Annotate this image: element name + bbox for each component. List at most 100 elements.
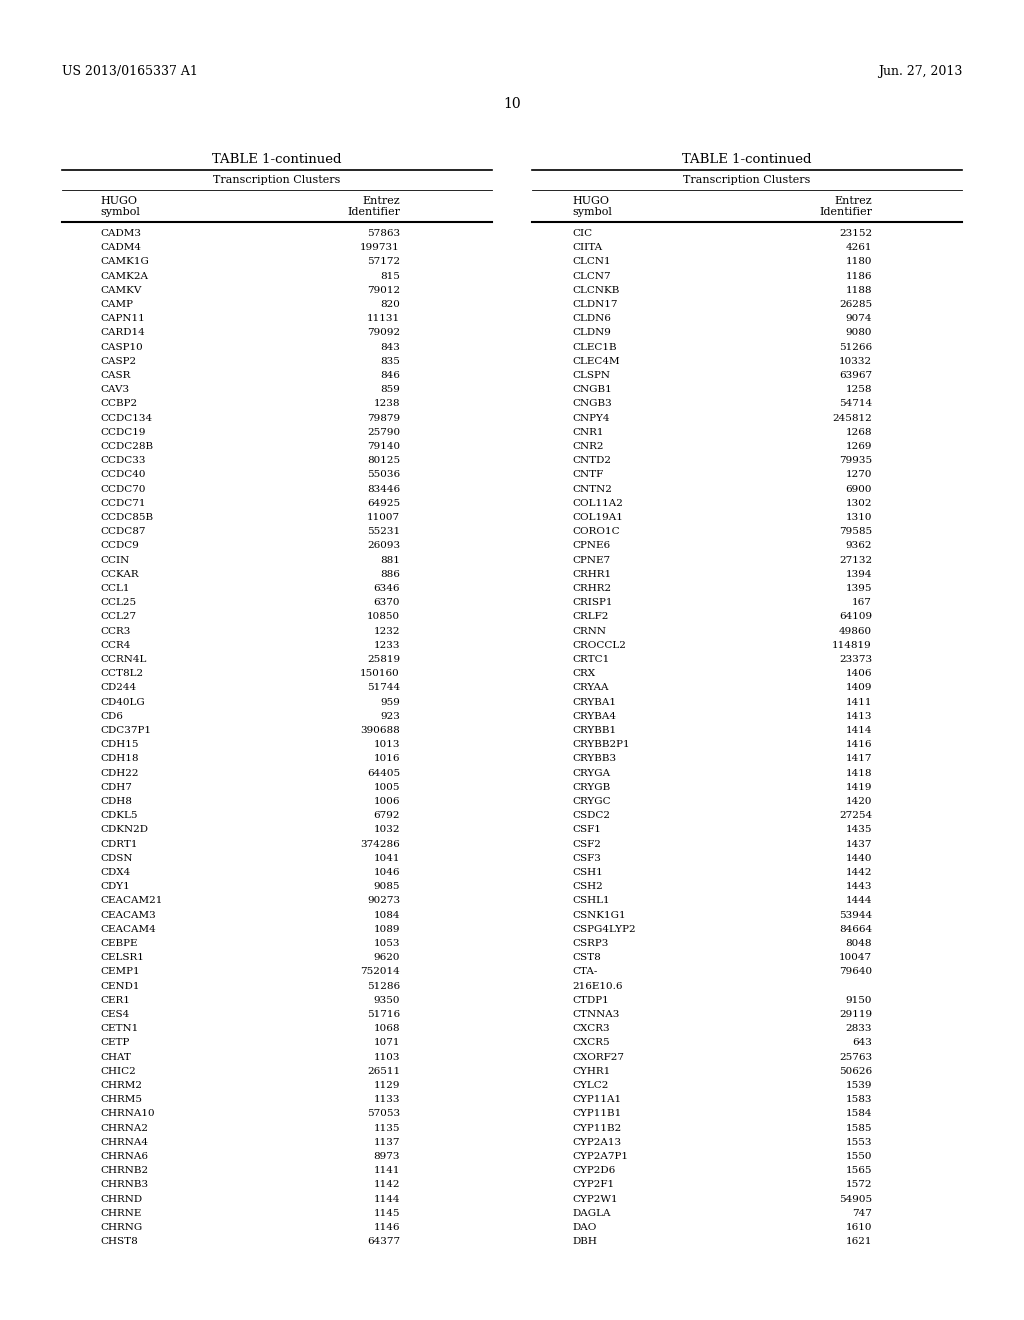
Text: CTNNA3: CTNNA3 bbox=[572, 1010, 620, 1019]
Text: 1409: 1409 bbox=[846, 684, 872, 693]
Text: DAO: DAO bbox=[572, 1224, 596, 1232]
Text: CHRNE: CHRNE bbox=[100, 1209, 141, 1218]
Text: CHRM5: CHRM5 bbox=[100, 1096, 142, 1105]
Text: CER1: CER1 bbox=[100, 995, 130, 1005]
Text: CRYGA: CRYGA bbox=[572, 768, 610, 777]
Text: CDSN: CDSN bbox=[100, 854, 132, 863]
Text: 1046: 1046 bbox=[374, 869, 400, 876]
Text: CXCR5: CXCR5 bbox=[572, 1039, 609, 1047]
Text: 216E10.6: 216E10.6 bbox=[572, 982, 623, 990]
Text: 1394: 1394 bbox=[846, 570, 872, 578]
Text: TABLE 1-continued: TABLE 1-continued bbox=[212, 153, 342, 166]
Text: Jun. 27, 2013: Jun. 27, 2013 bbox=[878, 65, 962, 78]
Text: CYP11B2: CYP11B2 bbox=[572, 1123, 622, 1133]
Text: 6370: 6370 bbox=[374, 598, 400, 607]
Text: 64925: 64925 bbox=[367, 499, 400, 508]
Text: 9150: 9150 bbox=[846, 995, 872, 1005]
Text: 10: 10 bbox=[503, 96, 521, 111]
Text: CRYBB3: CRYBB3 bbox=[572, 755, 616, 763]
Text: CD6: CD6 bbox=[100, 711, 123, 721]
Text: 79935: 79935 bbox=[839, 457, 872, 465]
Text: 1583: 1583 bbox=[846, 1096, 872, 1105]
Text: CAMKV: CAMKV bbox=[100, 286, 141, 294]
Text: Transcription Clusters: Transcription Clusters bbox=[683, 176, 811, 185]
Text: 1406: 1406 bbox=[846, 669, 872, 678]
Text: CLCN1: CLCN1 bbox=[572, 257, 610, 267]
Text: 643: 643 bbox=[852, 1039, 872, 1047]
Text: CHRM2: CHRM2 bbox=[100, 1081, 142, 1090]
Text: CCDC134: CCDC134 bbox=[100, 413, 153, 422]
Text: CHRNB3: CHRNB3 bbox=[100, 1180, 148, 1189]
Text: CRYGC: CRYGC bbox=[572, 797, 610, 807]
Text: CASP10: CASP10 bbox=[100, 343, 142, 351]
Text: CDH18: CDH18 bbox=[100, 755, 138, 763]
Text: CCL1: CCL1 bbox=[100, 583, 129, 593]
Text: 27254: 27254 bbox=[839, 812, 872, 820]
Text: 9350: 9350 bbox=[374, 995, 400, 1005]
Text: 27132: 27132 bbox=[839, 556, 872, 565]
Text: 752014: 752014 bbox=[360, 968, 400, 977]
Text: 10850: 10850 bbox=[367, 612, 400, 622]
Text: CSHL1: CSHL1 bbox=[572, 896, 609, 906]
Text: CSH2: CSH2 bbox=[572, 882, 603, 891]
Text: CPNE6: CPNE6 bbox=[572, 541, 610, 550]
Text: 80125: 80125 bbox=[367, 457, 400, 465]
Text: 1146: 1146 bbox=[374, 1224, 400, 1232]
Text: US 2013/0165337 A1: US 2013/0165337 A1 bbox=[62, 65, 198, 78]
Text: 1084: 1084 bbox=[374, 911, 400, 920]
Text: CCIN: CCIN bbox=[100, 556, 129, 565]
Text: 923: 923 bbox=[380, 711, 400, 721]
Text: 167: 167 bbox=[852, 598, 872, 607]
Text: 25763: 25763 bbox=[839, 1052, 872, 1061]
Text: CRX: CRX bbox=[572, 669, 595, 678]
Text: CYP2D6: CYP2D6 bbox=[572, 1166, 615, 1175]
Text: CSDC2: CSDC2 bbox=[572, 812, 610, 820]
Text: CLCN7: CLCN7 bbox=[572, 272, 610, 281]
Text: CEACAM21: CEACAM21 bbox=[100, 896, 163, 906]
Text: 1442: 1442 bbox=[846, 869, 872, 876]
Text: CADM4: CADM4 bbox=[100, 243, 141, 252]
Text: 1144: 1144 bbox=[374, 1195, 400, 1204]
Text: 1550: 1550 bbox=[846, 1152, 872, 1162]
Text: 114819: 114819 bbox=[833, 640, 872, 649]
Text: CNGB3: CNGB3 bbox=[572, 400, 611, 408]
Text: 1180: 1180 bbox=[846, 257, 872, 267]
Text: 1232: 1232 bbox=[374, 627, 400, 636]
Text: 245812: 245812 bbox=[833, 413, 872, 422]
Text: 815: 815 bbox=[380, 272, 400, 281]
Text: CCR4: CCR4 bbox=[100, 640, 130, 649]
Text: 1416: 1416 bbox=[846, 741, 872, 750]
Text: 1005: 1005 bbox=[374, 783, 400, 792]
Text: HUGO: HUGO bbox=[100, 195, 137, 206]
Text: 25819: 25819 bbox=[367, 655, 400, 664]
Text: 1129: 1129 bbox=[374, 1081, 400, 1090]
Text: 1186: 1186 bbox=[846, 272, 872, 281]
Text: COL11A2: COL11A2 bbox=[572, 499, 623, 508]
Text: 23152: 23152 bbox=[839, 228, 872, 238]
Text: 886: 886 bbox=[380, 570, 400, 578]
Text: CHRNA4: CHRNA4 bbox=[100, 1138, 148, 1147]
Text: CDRT1: CDRT1 bbox=[100, 840, 137, 849]
Text: Identifier: Identifier bbox=[347, 207, 400, 216]
Text: 846: 846 bbox=[380, 371, 400, 380]
Text: CYLC2: CYLC2 bbox=[572, 1081, 608, 1090]
Text: symbol: symbol bbox=[572, 207, 612, 216]
Text: CRTC1: CRTC1 bbox=[572, 655, 609, 664]
Text: CIITA: CIITA bbox=[572, 243, 602, 252]
Text: 1435: 1435 bbox=[846, 825, 872, 834]
Text: 64109: 64109 bbox=[839, 612, 872, 622]
Text: CSNK1G1: CSNK1G1 bbox=[572, 911, 626, 920]
Text: Entrez: Entrez bbox=[835, 195, 872, 206]
Text: 51744: 51744 bbox=[367, 684, 400, 693]
Text: 1610: 1610 bbox=[846, 1224, 872, 1232]
Text: 1553: 1553 bbox=[846, 1138, 872, 1147]
Text: 1440: 1440 bbox=[846, 854, 872, 863]
Text: 1419: 1419 bbox=[846, 783, 872, 792]
Text: 79012: 79012 bbox=[367, 286, 400, 294]
Text: CRYBA1: CRYBA1 bbox=[572, 697, 616, 706]
Text: CCT8L2: CCT8L2 bbox=[100, 669, 143, 678]
Text: CCL27: CCL27 bbox=[100, 612, 136, 622]
Text: CETP: CETP bbox=[100, 1039, 129, 1047]
Text: 11007: 11007 bbox=[367, 513, 400, 521]
Text: CD244: CD244 bbox=[100, 684, 136, 693]
